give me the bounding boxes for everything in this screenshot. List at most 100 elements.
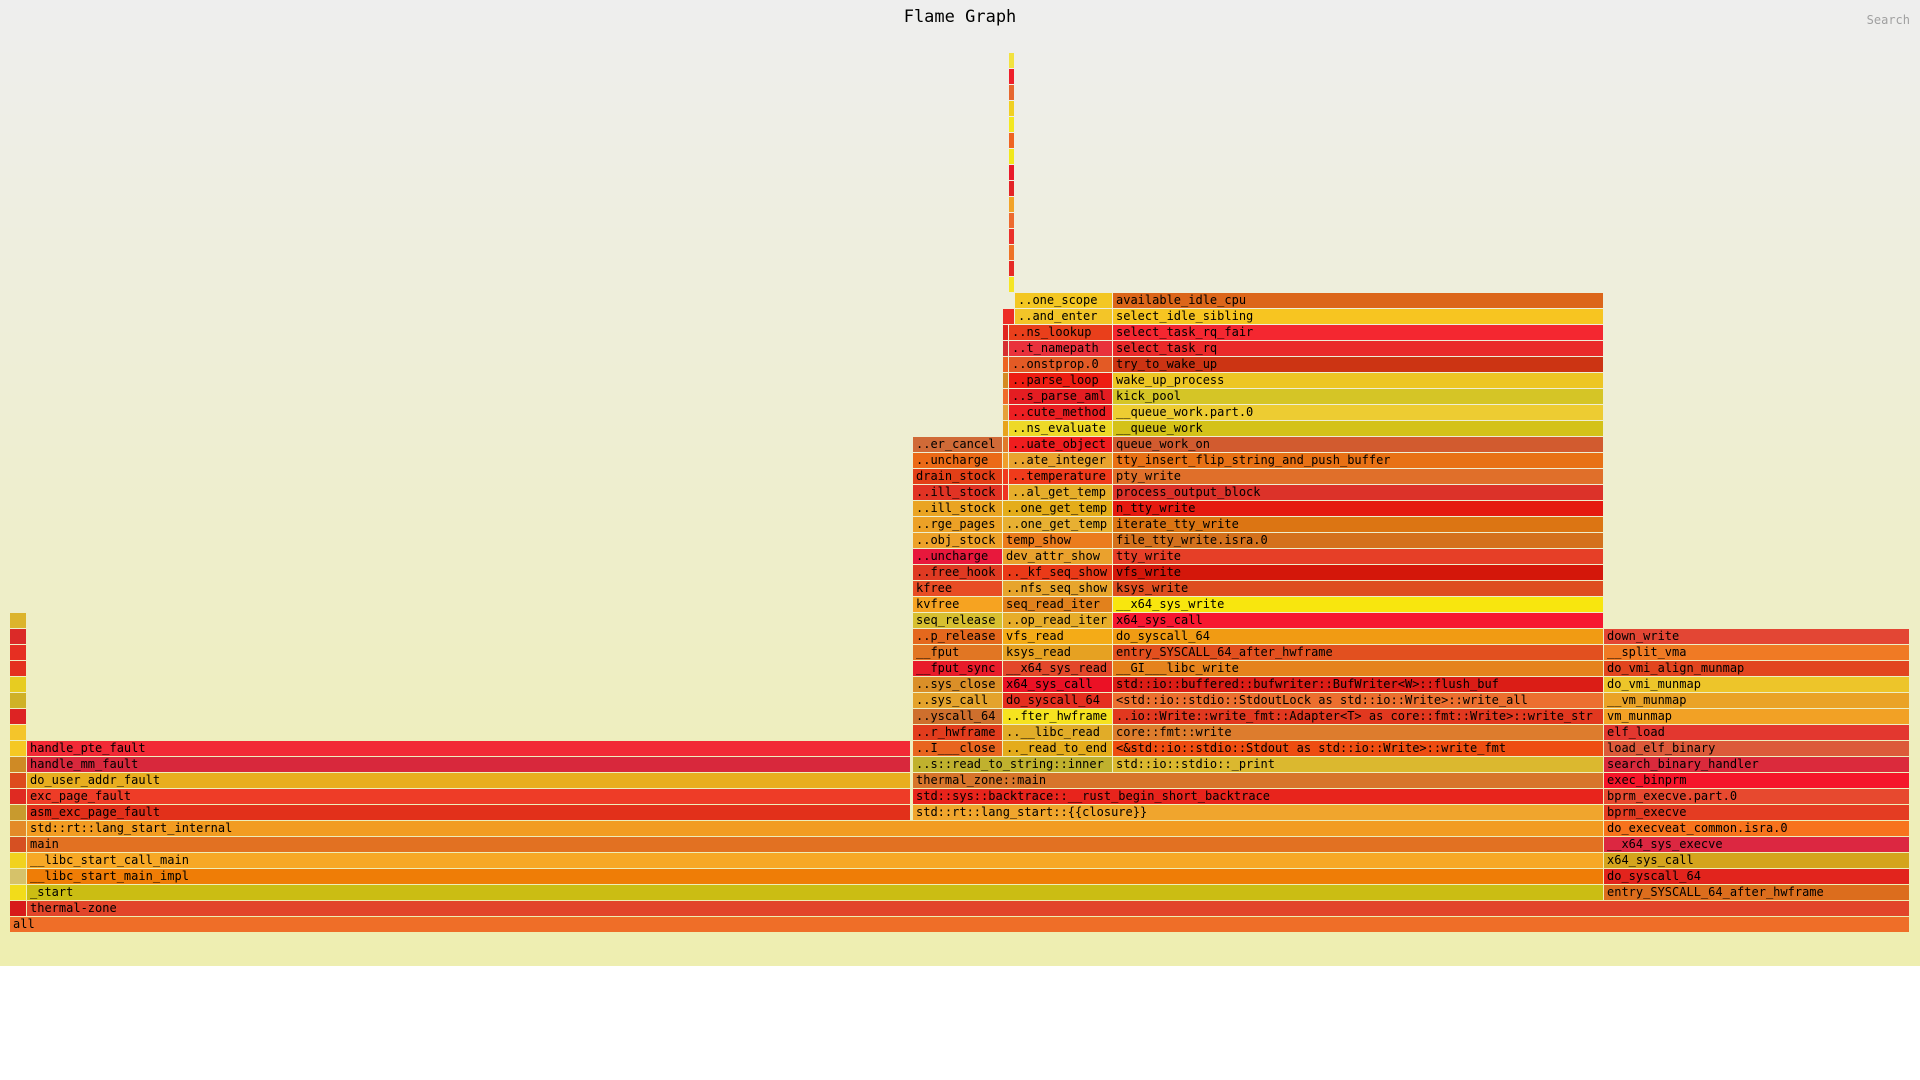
flame-frame[interactable] [1009,149,1014,164]
flame-frame[interactable]: __GI___libc_write [1113,661,1603,676]
flame-frame[interactable]: <std::io::stdio::StdoutLock as std::io::… [1113,693,1603,708]
flame-frame[interactable]: down_write [1604,629,1909,644]
flame-frame[interactable]: select_task_rq [1113,341,1603,356]
flame-frame[interactable] [1009,85,1014,100]
flame-frame[interactable]: thermal_zone::main [913,773,1603,788]
flame-frame[interactable]: ..temperature [1009,469,1112,484]
flame-frame[interactable]: std::io::stdio::_print [1113,757,1603,772]
flame-frame[interactable] [1009,213,1014,228]
flame-frame[interactable]: file_tty_write.isra.0 [1113,533,1603,548]
flame-frame[interactable] [10,677,26,692]
flame-frame[interactable]: n_tty_write [1113,501,1603,516]
flame-frame[interactable] [1003,469,1008,484]
flame-frame[interactable] [1003,341,1008,356]
flame-frame[interactable] [10,725,26,740]
flame-frame[interactable]: ..nfs_seq_show [1003,581,1112,596]
flame-frame[interactable]: entry_SYSCALL_64_after_hwframe [1604,885,1909,900]
flame-frame[interactable]: load_elf_binary [1604,741,1909,756]
flame-frame[interactable]: ksys_write [1113,581,1603,596]
flame-frame[interactable] [10,629,26,644]
flame-frame[interactable]: dev_attr_show [1003,549,1112,564]
flame-frame[interactable]: entry_SYSCALL_64_after_hwframe [1113,645,1603,660]
flame-frame[interactable]: ..__libc_read [1003,725,1112,740]
flame-frame[interactable]: thermal-zone [27,901,1909,916]
flame-frame[interactable]: available_idle_cpu [1113,293,1603,308]
flame-frame[interactable] [1009,229,1014,244]
flame-frame[interactable]: handle_pte_fault [27,741,910,756]
flame-frame[interactable]: ..s_parse_aml [1009,389,1112,404]
flame-frame[interactable] [1003,309,1014,324]
flame-frame[interactable] [1009,165,1014,180]
flame-frame[interactable]: do_syscall_64 [1113,629,1603,644]
flame-frame[interactable] [1003,421,1008,436]
flame-frame[interactable] [1003,437,1008,452]
flame-frame[interactable] [1009,245,1014,260]
flame-frame[interactable] [1009,197,1014,212]
flame-frame[interactable] [10,869,26,884]
flame-frame[interactable]: __x64_sys_read [1003,661,1112,676]
flame-frame[interactable]: tty_write [1113,549,1603,564]
search-button[interactable]: Search [1866,13,1910,27]
flame-frame[interactable] [1003,453,1008,468]
flame-frame[interactable]: ..rge_pages [913,517,1002,532]
flame-frame[interactable]: vfs_write [1113,565,1603,580]
flame-frame[interactable]: do_execveat_common.isra.0 [1604,821,1909,836]
flame-frame[interactable]: handle_mm_fault [27,757,910,772]
flame-frame[interactable]: kick_pool [1113,389,1603,404]
flame-frame[interactable]: ksys_read [1003,645,1112,660]
flame-frame[interactable]: ..uate_object [1009,437,1112,452]
flame-frame[interactable]: ..I___close [913,741,1002,756]
flame-frame[interactable] [10,661,26,676]
flame-frame[interactable]: iterate_tty_write [1113,517,1603,532]
flame-frame[interactable]: __x64_sys_execve [1604,837,1909,852]
flame-frame[interactable]: ..onstprop.0 [1009,357,1112,372]
flame-frame[interactable]: __x64_sys_write [1113,597,1603,612]
flame-frame[interactable]: seq_read_iter [1003,597,1112,612]
flame-frame[interactable]: ..yscall_64 [913,709,1002,724]
flame-frame[interactable]: ..free_hook [913,565,1002,580]
flame-frame[interactable] [1009,117,1014,132]
flame-frame[interactable]: all [10,917,1909,932]
flame-frame[interactable] [1009,53,1014,68]
flame-frame[interactable] [1009,261,1014,276]
flame-frame[interactable]: x64_sys_call [1113,613,1603,628]
flame-frame[interactable]: ..uncharge [913,453,1002,468]
flame-frame[interactable]: do_syscall_64 [1003,693,1112,708]
flame-frame[interactable]: __split_vma [1604,645,1909,660]
flame-frame[interactable]: x64_sys_call [1604,853,1909,868]
flame-frame[interactable] [1009,69,1014,84]
flame-frame[interactable]: ..one_scope [1015,293,1112,308]
flame-frame[interactable]: ..io::Write::write_fmt::Adapter<T> as co… [1113,709,1603,724]
flame-frame[interactable]: do_user_addr_fault [27,773,910,788]
flame-frame[interactable] [1009,101,1014,116]
flame-frame[interactable]: ..cute_method [1009,405,1112,420]
flame-frame[interactable]: <&std::io::stdio::Stdout as std::io::Wri… [1113,741,1603,756]
flame-frame[interactable]: drain_stock [913,469,1002,484]
flame-frame[interactable]: ..ill_stock [913,501,1002,516]
flame-frame[interactable]: kvfree [913,597,1002,612]
flame-frame[interactable]: ..parse_loop [1009,373,1112,388]
flame-frame[interactable]: __queue_work.part.0 [1113,405,1603,420]
flame-frame[interactable]: temp_show [1003,533,1112,548]
flame-frame[interactable]: ..ate_integer [1009,453,1112,468]
flame-frame[interactable]: kfree [913,581,1002,596]
flame-frame[interactable] [1003,357,1008,372]
flame-frame[interactable] [10,773,26,788]
flame-frame[interactable] [10,693,26,708]
flame-frame[interactable] [10,837,26,852]
flame-frame[interactable]: queue_work_on [1113,437,1603,452]
flame-frame[interactable]: ..er_cancel [913,437,1002,452]
flame-frame[interactable] [1003,485,1008,500]
flame-frame[interactable]: search_binary_handler [1604,757,1909,772]
flame-frame[interactable]: std::rt::lang_start_internal [27,821,1603,836]
flame-frame[interactable]: seq_release [913,613,1002,628]
flame-frame[interactable]: ..p_release [913,629,1002,644]
flame-frame[interactable]: bprm_execve [1604,805,1909,820]
flame-frame[interactable]: std::io::buffered::bufwriter::BufWriter<… [1113,677,1603,692]
flame-frame[interactable] [10,821,26,836]
flame-frame[interactable] [10,741,26,756]
flame-frame[interactable]: .._kf_seq_show [1003,565,1112,580]
flame-frame[interactable]: try_to_wake_up [1113,357,1603,372]
flame-frame[interactable]: __fput [913,645,1002,660]
flame-frame[interactable]: exec_binprm [1604,773,1909,788]
